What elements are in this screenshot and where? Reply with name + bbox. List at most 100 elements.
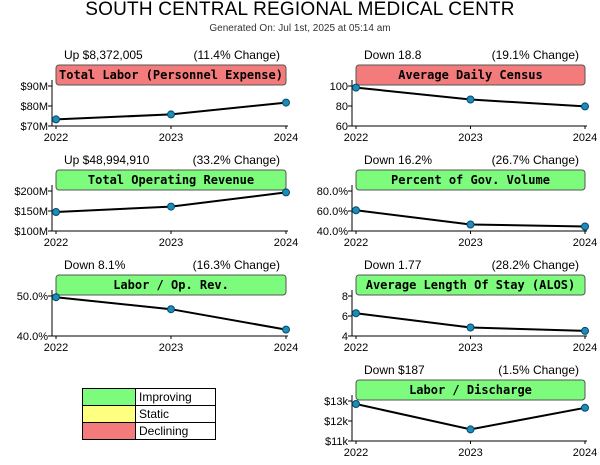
legend-row-static: Static — [82, 405, 216, 423]
chart-title-banner — [355, 169, 586, 191]
chart-panel-2: Down 18.8 (19.1% Change) Average Daily Cen… — [330, 48, 598, 144]
y-tick-label: $200M — [14, 186, 48, 198]
x-tick-label: 2024 — [274, 237, 298, 249]
y-tick-label: 50.0% — [17, 291, 48, 303]
chart-title-banner — [355, 379, 586, 401]
x-tick-label: 2023 — [458, 342, 482, 354]
chart-title: Labor / Op. Rev. — [113, 278, 229, 292]
data-point — [282, 188, 290, 197]
x-tick-label: 2023 — [159, 132, 183, 144]
data-point — [466, 220, 475, 229]
x-tick-label: 2022 — [44, 132, 68, 144]
y-tick-label: $12k — [324, 416, 348, 428]
chart-panel-7: Down $187 (1.5% Change) Labor / Discharge $… — [324, 363, 597, 459]
y-tick-label: $70M — [20, 121, 48, 133]
series-line — [55, 296, 287, 331]
y-tick-label: $100M — [14, 226, 48, 238]
change-summary: Up $8,372,005 — [64, 48, 143, 62]
x-tick-label: 2024 — [274, 132, 298, 144]
chart-panel-5: Down 8.1% (16.3% Change) Labor / Op. Rev. 4… — [17, 258, 298, 354]
y-tick-label: 8 — [342, 291, 348, 303]
data-point — [282, 98, 290, 107]
data-point — [52, 208, 60, 216]
chart-title: Total Operating Revenue — [88, 173, 254, 187]
percent-change: (19.1% Change) — [492, 48, 579, 62]
data-point — [352, 400, 360, 408]
y-tick-label: 100 — [330, 81, 348, 93]
legend-label-improving: Improving — [135, 388, 216, 406]
chart-title-banner — [55, 169, 287, 191]
data-point — [352, 206, 360, 215]
data-point — [352, 309, 360, 318]
chart-panel-4: Down 16.2% (26.7% Change) Percent of Gov. … — [317, 153, 597, 249]
y-tick-label: 60 — [336, 121, 348, 133]
data-point — [581, 222, 589, 231]
percent-change: (28.2% Change) — [492, 258, 579, 272]
change-summary: Down 16.2% — [364, 153, 432, 167]
y-tick-label: 4 — [342, 331, 348, 343]
data-point — [581, 326, 589, 335]
data-point — [581, 102, 589, 111]
x-tick-label: 2022 — [344, 447, 368, 459]
chart-title-banner — [55, 274, 287, 296]
x-tick-label: 2024 — [274, 342, 298, 354]
x-tick-label: 2023 — [159, 342, 183, 354]
chart-title: Average Length Of Stay (ALOS) — [366, 278, 576, 292]
percent-change: (26.7% Change) — [492, 153, 579, 167]
legend-row-improving: Improving — [82, 388, 216, 406]
data-point — [352, 83, 360, 92]
percent-change: (1.5% Change) — [498, 363, 579, 377]
data-point — [52, 293, 60, 302]
x-tick-label: 2022 — [344, 132, 368, 144]
chart-title: Total Labor (Personnel Expense) — [59, 68, 283, 82]
data-point — [466, 95, 475, 104]
legend-row-declining: Declining — [82, 422, 216, 440]
y-tick-label: $90M — [20, 81, 48, 93]
percent-change: (33.2% Change) — [193, 153, 280, 167]
chart-panel-3: Up $48,994,910 (33.2% Change) Total Operat… — [14, 153, 298, 249]
y-tick-label: 80.0% — [317, 186, 348, 198]
y-tick-label: 60.0% — [317, 206, 348, 218]
change-summary: Down 8.1% — [64, 258, 126, 272]
x-tick-label: 2023 — [458, 132, 482, 144]
data-point — [167, 202, 175, 211]
y-tick-label: 40.0% — [317, 226, 348, 238]
data-point — [282, 325, 290, 334]
legend-label-declining: Declining — [135, 422, 216, 440]
chart-title-banner — [355, 64, 586, 86]
legend-label-static: Static — [135, 405, 216, 423]
legend: Improving Static Declining — [82, 388, 216, 440]
x-tick-label: 2024 — [573, 237, 597, 249]
chart-panel-1: Up $8,372,005 (11.4% Change) Total Labor (… — [20, 48, 298, 144]
chart-title-banner — [355, 274, 586, 296]
x-tick-label: 2024 — [573, 447, 597, 459]
x-tick-label: 2024 — [573, 132, 597, 144]
percent-change: (16.3% Change) — [193, 258, 280, 272]
x-tick-label: 2024 — [573, 342, 597, 354]
data-point — [466, 323, 475, 332]
legend-swatch-declining — [82, 422, 136, 440]
chart-title: Average Daily Census — [398, 68, 543, 82]
change-summary: Down $187 — [364, 363, 425, 377]
chart-title-banner — [55, 64, 287, 86]
legend-swatch-improving — [82, 388, 136, 406]
x-tick-label: 2023 — [458, 237, 482, 249]
y-tick-label: 6 — [342, 311, 348, 323]
x-tick-label: 2022 — [44, 342, 68, 354]
chart-title: Percent of Gov. Volume — [391, 173, 550, 187]
generated-timestamp: Generated On: Jul 1st, 2025 at 05:14 am — [209, 23, 391, 34]
x-tick-label: 2022 — [44, 237, 68, 249]
legend-swatch-static — [82, 405, 136, 423]
y-tick-label: 40.0% — [17, 331, 48, 343]
data-point — [167, 110, 175, 119]
x-tick-label: 2023 — [458, 447, 482, 459]
change-summary: Down 18.8 — [364, 48, 422, 62]
data-point — [52, 115, 60, 124]
chart-panel-6: Down 1.77 (28.2% Change) Average Length Of… — [342, 258, 597, 354]
chart-title: Labor / Discharge — [409, 383, 532, 397]
y-tick-label: $150M — [14, 206, 48, 218]
change-summary: Down 1.77 — [364, 258, 422, 272]
data-point — [167, 305, 175, 314]
y-tick-label: $80M — [20, 101, 48, 113]
